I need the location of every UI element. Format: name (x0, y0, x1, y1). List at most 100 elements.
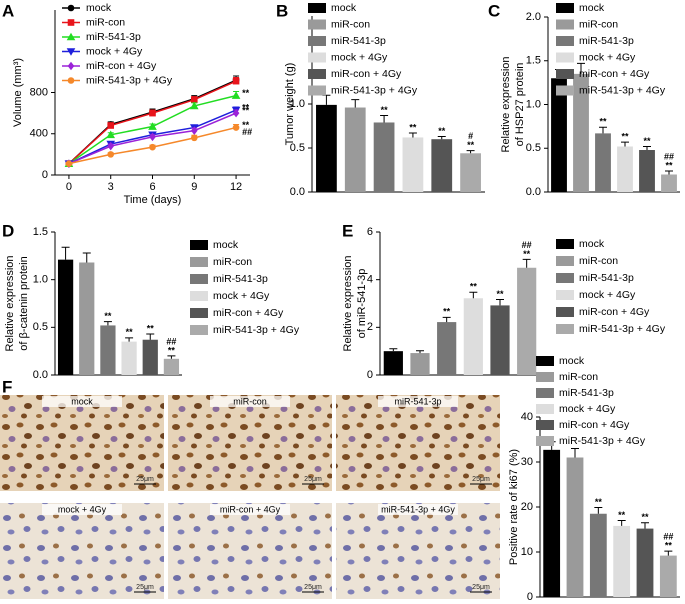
error-bar (322, 94, 331, 105)
y-axis-label: Positive rate of ki67 (%) (508, 449, 520, 565)
legend-label: miR-con (86, 16, 125, 28)
legend-swatch (556, 85, 574, 96)
legend-label: miR-541-3p (331, 35, 386, 47)
y-tick-label: 2.0 (526, 11, 541, 23)
error-bar (389, 348, 398, 352)
error-bar (621, 141, 629, 147)
legend-label: mock (579, 2, 605, 14)
x-tick-label: 9 (191, 181, 197, 193)
significance: ** (470, 282, 478, 292)
marker (107, 141, 115, 151)
legend-label: mock + 4Gy (86, 45, 143, 57)
micrograph (168, 395, 332, 491)
bar (410, 353, 430, 375)
bar (659, 555, 677, 597)
legend-label: miR-con + 4Gy (86, 60, 157, 72)
error-bar (665, 170, 673, 175)
marker (190, 96, 198, 104)
legend-swatch (190, 325, 208, 335)
scale-bar-label: 25μm (472, 476, 490, 483)
y-tick-label: 0.0 (33, 369, 48, 381)
bar (344, 107, 366, 192)
legend-label: mock + 4Gy (331, 51, 388, 63)
error-bar (577, 62, 585, 74)
legend-label: miR-541-3p + 4Gy (331, 84, 418, 96)
significance: ** (599, 117, 607, 127)
y-axis-label: Volume (mm³) (12, 58, 24, 127)
error-bar (351, 99, 360, 108)
y-tick-label: 400 (30, 128, 48, 140)
label-backing (42, 396, 122, 407)
panel-label: F (2, 377, 12, 396)
legend-label: miR-541-3p + 4Gy (213, 324, 300, 336)
bar (373, 122, 395, 192)
legend-swatch (556, 19, 574, 30)
label-backing (378, 504, 458, 515)
legend-swatch (536, 356, 554, 366)
error-bar (599, 126, 607, 134)
legend-label: miR-con + 4Gy (213, 307, 284, 319)
legend-label: mock + 4Gy (559, 403, 616, 415)
legend-label: miR-541-3p + 4Gy (579, 84, 666, 96)
bar (636, 528, 654, 597)
x-tick-label: 6 (149, 181, 155, 193)
y-axis-label: Tumor weight (g) (284, 63, 296, 146)
x-tick-label: 0 (66, 181, 72, 193)
y-tick-label: 0.0 (290, 186, 305, 198)
legend-swatch (190, 257, 208, 267)
significance: ## (663, 531, 673, 541)
micrographs: mock 25μm miR-con 25μm miR-541-3p 25μm mock + … (0, 395, 500, 599)
error-bar (643, 146, 651, 150)
marker (231, 91, 241, 99)
marker (65, 160, 73, 167)
legend-swatch (536, 436, 554, 446)
y-tick-label: 6 (367, 226, 373, 238)
marker (148, 122, 157, 130)
marker (67, 4, 75, 12)
y-tick-label: 40 (521, 411, 533, 423)
legend-swatch (556, 69, 574, 79)
bar (573, 73, 589, 192)
significance: ** (618, 510, 626, 520)
error-bar (125, 337, 134, 342)
significance: ## (664, 151, 674, 161)
legend-label: mock + 4Gy (579, 289, 636, 301)
legend-label: miR-541-3p (579, 35, 634, 47)
legend-label: mock (331, 2, 357, 14)
scale-bar-label: 25μm (136, 476, 154, 483)
marker (190, 126, 198, 135)
error-bar (442, 316, 451, 323)
bar (437, 322, 457, 375)
legend-label: mock + 4Gy (579, 51, 636, 63)
panel-label: C (488, 1, 500, 20)
legend-swatch (308, 36, 326, 46)
bar (431, 139, 453, 192)
legend-swatch (308, 3, 326, 13)
significance: ** (242, 88, 250, 98)
significance: ** (641, 512, 649, 522)
significance: ** (409, 122, 417, 132)
error-bar (641, 522, 649, 529)
legend-swatch (190, 240, 208, 250)
marker (232, 108, 240, 118)
panel-label: A (2, 1, 14, 20)
significance: ** (643, 136, 651, 146)
bar (402, 137, 424, 192)
marker (149, 109, 156, 117)
y-tick-label: 0.5 (33, 321, 48, 333)
bar (316, 104, 337, 192)
micrograph (0, 503, 164, 599)
significance: ** (168, 345, 176, 355)
error-bar (146, 333, 155, 340)
y-axis-label: Relative expression (500, 57, 512, 153)
y-tick-label: 800 (30, 86, 48, 98)
legend-swatch (556, 239, 574, 249)
y-tick-label: 0 (367, 369, 373, 381)
significance: ** (438, 126, 446, 136)
legend-label: miR-con + 4Gy (559, 419, 630, 431)
significance: ** (126, 327, 134, 337)
legend-swatch (536, 420, 554, 430)
significance: ** (665, 160, 673, 170)
legend-swatch (308, 19, 326, 30)
legend-label: mock (213, 239, 239, 251)
